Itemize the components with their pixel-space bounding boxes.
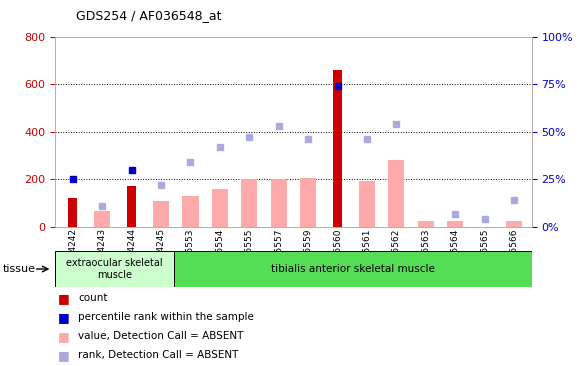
Bar (418, 221, 434, 227)
Text: ■: ■ (58, 292, 70, 305)
Text: ■: ■ (58, 311, 70, 324)
Bar (300, 178, 316, 227)
Text: ■: ■ (58, 349, 70, 362)
Text: ■: ■ (58, 330, 70, 343)
Bar (359, 180, 375, 227)
Bar (388, 160, 404, 227)
Bar (55, 251, 174, 287)
Bar (212, 189, 228, 227)
Text: tibialis anterior skeletal muscle: tibialis anterior skeletal muscle (271, 264, 435, 274)
Text: value, Detection Call = ABSENT: value, Detection Call = ABSENT (78, 331, 244, 341)
Bar (506, 221, 522, 227)
Bar (94, 212, 110, 227)
Text: count: count (78, 293, 108, 303)
Text: GDS254 / AF036548_at: GDS254 / AF036548_at (76, 9, 221, 22)
Bar (127, 186, 136, 227)
Bar (447, 221, 463, 227)
Text: rank, Detection Call = ABSENT: rank, Detection Call = ABSENT (78, 350, 239, 361)
Bar (174, 251, 532, 287)
Bar (271, 179, 287, 227)
Text: percentile rank within the sample: percentile rank within the sample (78, 312, 254, 322)
Bar (153, 201, 169, 227)
Bar (333, 70, 342, 227)
Text: tissue: tissue (3, 264, 36, 274)
Bar (182, 196, 199, 227)
Bar (69, 198, 77, 227)
Text: extraocular skeletal
muscle: extraocular skeletal muscle (66, 258, 163, 280)
Bar (241, 179, 257, 227)
